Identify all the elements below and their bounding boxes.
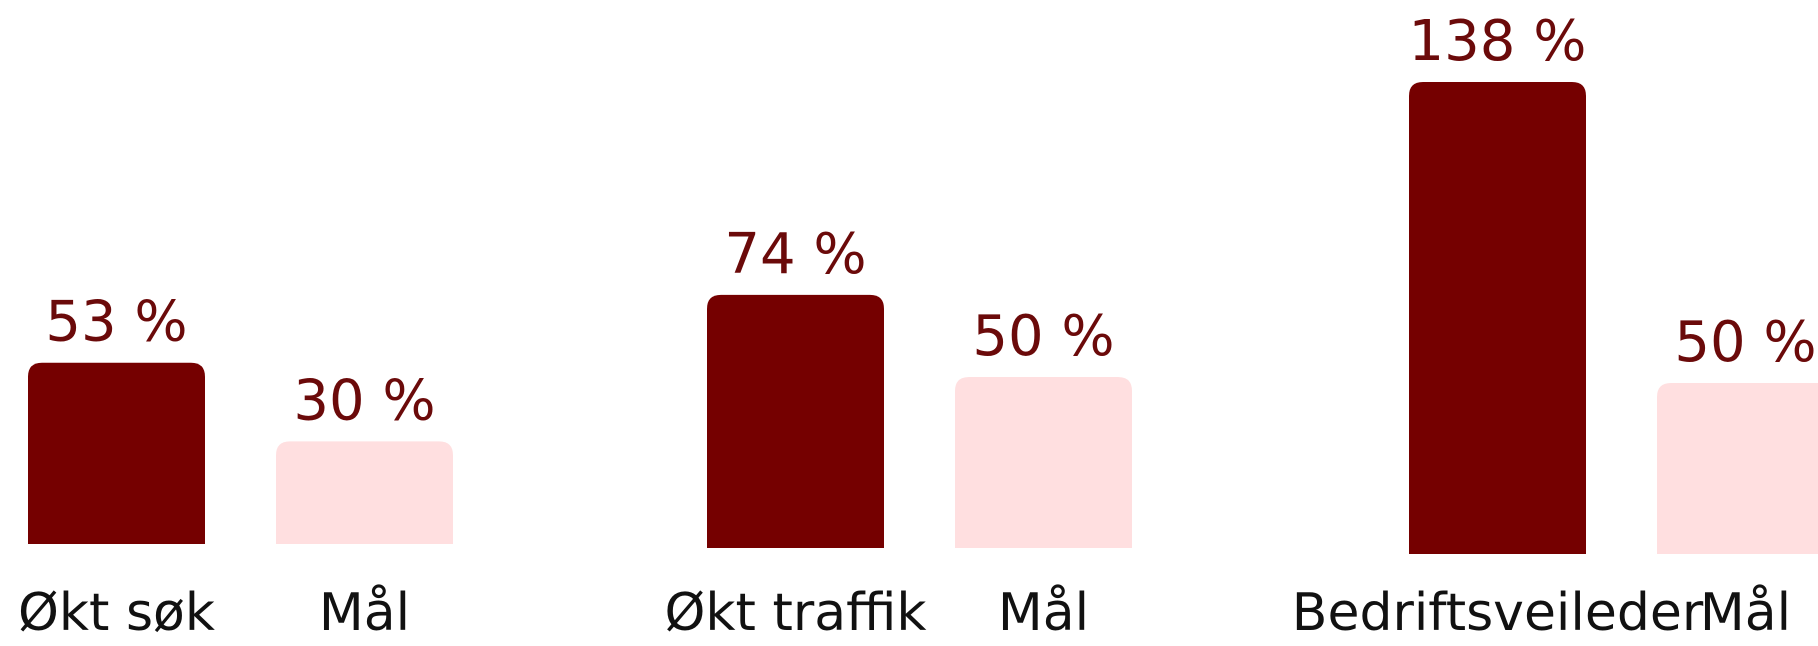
bar: [28, 362, 205, 544]
value-label: 50 %: [972, 304, 1114, 369]
category-label: Økt traffik: [665, 583, 927, 643]
value-label: 50 %: [1674, 310, 1816, 375]
bar: [276, 441, 453, 544]
category-label: Mål: [319, 583, 410, 643]
category-label: Bedriftsveileder: [1292, 583, 1704, 643]
bar: [707, 294, 884, 548]
bar: [1409, 82, 1586, 554]
bar: [955, 377, 1132, 548]
category-label: Mål: [1700, 583, 1791, 643]
category-label: Mål: [998, 583, 1089, 643]
value-label: 30 %: [293, 368, 435, 433]
value-label: 74 %: [724, 222, 866, 287]
value-label: 53 %: [45, 290, 187, 355]
bar: [1657, 383, 1818, 554]
value-label: 138 %: [1409, 9, 1587, 74]
category-label: Økt søk: [18, 583, 215, 643]
